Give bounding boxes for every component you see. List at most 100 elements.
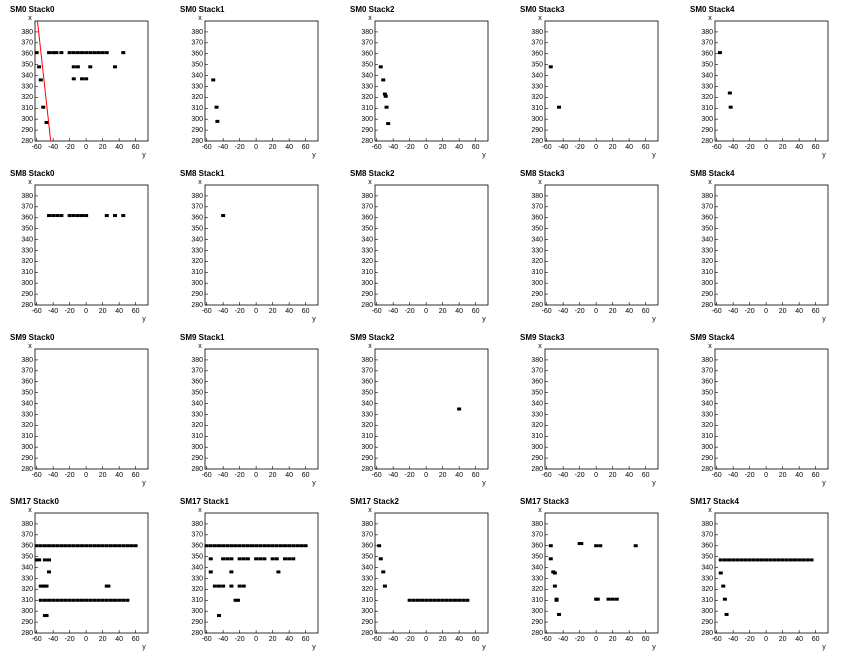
y-tick-label: 300 (361, 280, 373, 287)
point (557, 105, 562, 109)
point (96, 598, 101, 602)
point (299, 544, 304, 548)
x-tick-label: -40 (728, 472, 738, 479)
point (262, 557, 267, 561)
point (254, 557, 259, 561)
point (552, 571, 557, 575)
point (133, 544, 138, 548)
point (104, 544, 109, 548)
y-tick-label: 370 (21, 204, 33, 211)
y-tick-label: 350 (531, 389, 543, 396)
y-tick-label: 320 (361, 94, 373, 101)
x-tick-label: 20 (779, 144, 787, 151)
x-tick-label: 60 (642, 308, 650, 315)
y-tick-label: 310 (531, 433, 543, 440)
x-tick-label: 20 (609, 636, 617, 643)
y-tick-label: 290 (21, 127, 33, 134)
point (100, 598, 105, 602)
x-tick-label: -20 (745, 472, 755, 479)
y-tick-label: 340 (701, 564, 713, 571)
y-tick-label: 290 (701, 127, 713, 134)
y-tick-label: 380 (701, 29, 713, 36)
x-tick-label: 60 (472, 472, 480, 479)
x-axis-title: y (142, 152, 146, 159)
point (386, 122, 391, 126)
y-tick-label: 380 (531, 357, 543, 364)
point (212, 584, 217, 588)
y-tick-label: 300 (701, 116, 713, 123)
y-tick-label: 340 (191, 564, 203, 571)
point (461, 598, 466, 602)
point (548, 557, 553, 561)
y-tick-label: 380 (191, 521, 203, 528)
y-axis-title: x (28, 15, 32, 22)
x-tick-label: 0 (424, 144, 428, 151)
y-tick-label: 290 (361, 127, 373, 134)
x-tick-label: 40 (795, 308, 803, 315)
x-tick-label: -60 (202, 308, 212, 315)
y-tick-label: 340 (21, 72, 33, 79)
point (55, 598, 60, 602)
x-axis-title: y (482, 316, 486, 323)
y-tick-label: 280 (21, 466, 33, 473)
x-tick-label: 20 (269, 144, 277, 151)
y-tick-label: 350 (361, 61, 373, 68)
x-axis-title: y (822, 480, 826, 487)
y-tick-label: 300 (191, 608, 203, 615)
point (382, 584, 387, 588)
y-tick-label: 370 (361, 40, 373, 47)
chart-title: SM9 Stack2 (350, 333, 395, 342)
y-tick-label: 370 (21, 532, 33, 539)
y-tick-label: 380 (21, 521, 33, 528)
y-tick-label: 290 (701, 291, 713, 298)
x-tick-label: -60 (542, 144, 552, 151)
point (54, 51, 59, 55)
point (274, 557, 279, 561)
y-tick-label: 320 (21, 258, 33, 265)
plot-frame (714, 184, 829, 306)
y-tick-label: 360 (701, 543, 713, 550)
x-tick-label: 60 (812, 144, 820, 151)
y-tick-label: 310 (701, 105, 713, 112)
x-tick-label: -60 (202, 472, 212, 479)
x-tick-label: 40 (285, 308, 293, 315)
x-tick-label: -20 (745, 636, 755, 643)
point (229, 584, 234, 588)
point (71, 214, 76, 218)
x-tick-label: -40 (218, 472, 228, 479)
y-tick-label: 310 (701, 433, 713, 440)
point (610, 597, 615, 601)
y-axis-title: x (708, 179, 712, 186)
point (739, 558, 744, 562)
y-tick-label: 380 (701, 357, 713, 364)
x-tick-label: 20 (779, 472, 787, 479)
point (121, 51, 126, 55)
y-tick-label: 380 (531, 521, 543, 528)
y-axis-title: x (198, 507, 202, 514)
chart-title: SM9 Stack3 (520, 333, 565, 342)
y-tick-label: 360 (531, 543, 543, 550)
y-tick-label: 310 (21, 433, 33, 440)
y-tick-label: 340 (191, 400, 203, 407)
y-tick-label: 360 (701, 215, 713, 222)
y-tick-label: 330 (21, 411, 33, 418)
y-tick-label: 280 (701, 630, 713, 637)
y-tick-label: 380 (701, 193, 713, 200)
x-tick-label: 0 (84, 636, 88, 643)
y-tick-label: 290 (21, 455, 33, 462)
point (38, 78, 43, 82)
point (554, 598, 559, 602)
y-tick-label: 340 (21, 236, 33, 243)
chart-title: SM9 Stack1 (180, 333, 225, 342)
x-tick-label: 20 (99, 472, 107, 479)
y-tick-label: 300 (531, 116, 543, 123)
x-tick-label: 0 (424, 472, 428, 479)
y-axis-title: x (368, 507, 372, 514)
x-tick-label: 0 (594, 308, 598, 315)
chart-title: SM9 Stack0 (10, 333, 55, 342)
x-tick-label: 60 (132, 144, 140, 151)
point (743, 558, 748, 562)
x-tick-label: -40 (48, 144, 58, 151)
y-tick-label: 330 (361, 411, 373, 418)
x-tick-label: -20 (575, 308, 585, 315)
